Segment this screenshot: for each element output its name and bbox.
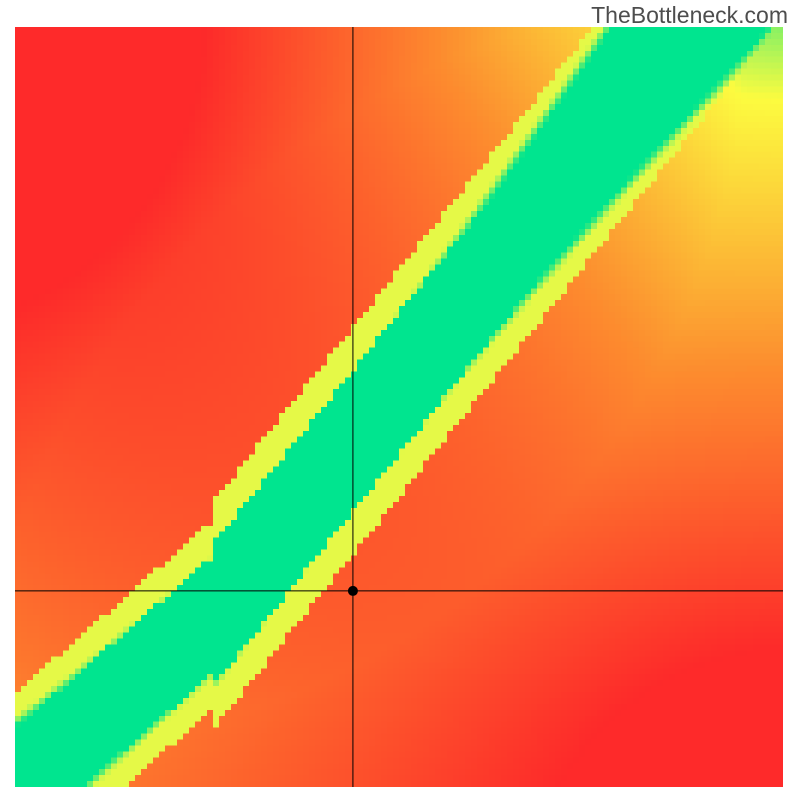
crosshair-overlay bbox=[0, 0, 800, 800]
crosshair-marker bbox=[348, 586, 358, 596]
watermark-text: TheBottleneck.com bbox=[591, 2, 788, 29]
